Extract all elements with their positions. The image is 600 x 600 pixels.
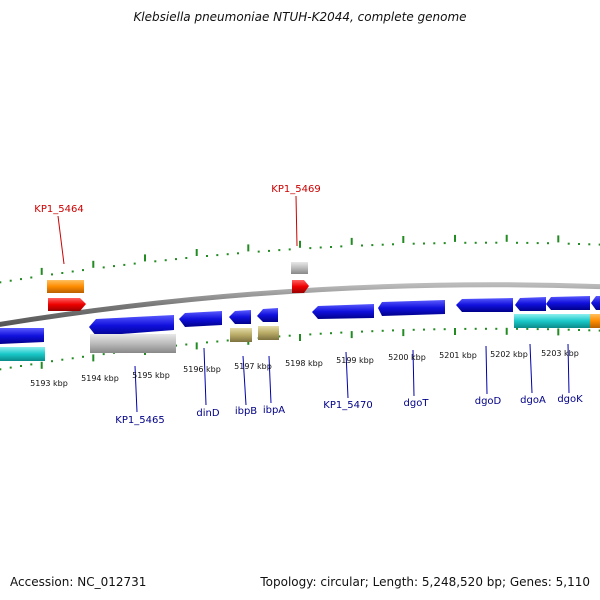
gene-ibpA [257,308,278,322]
kbp-label: 5194 kbp [81,374,119,383]
label-ibpA: ibpA [263,405,285,416]
kbp-label: 5199 kbp [336,356,374,365]
orange-feature-kp1-5464 [47,280,84,293]
gene-dgoK [546,296,590,310]
label-dgoT: dgoT [404,398,430,409]
pseudo-gene-kp1-5465 [90,334,176,353]
gene-ibpB [229,310,251,324]
gene-dgoT [378,300,445,316]
accession-label: Accession: NC_012731 [10,575,147,589]
gene-dgoA [515,297,546,311]
orange-feature-right [590,314,600,328]
rna-gene-kp1-5469 [292,280,309,293]
gene-right-edge [591,296,600,310]
red-label-leaders [57,195,298,265]
label-dgoD: dgoD [475,396,502,407]
label-kp1-5469: KP1_5469 [271,184,320,195]
kbp-axis-labels: 5193 kbp 5194 kbp 5195 kbp 5196 kbp 5197… [30,349,579,388]
khaki-feature-ibpB [230,328,252,342]
label-ibpB: ibpB [235,406,257,417]
kbp-label: 5203 kbp [541,349,579,358]
kbp-label: 5201 kbp [439,351,477,360]
gene-kp1-5465 [89,315,174,336]
khaki-feature-ibpA [258,326,279,340]
genome-summary: Topology: circular; Length: 5,248,520 bp… [260,575,590,589]
kbp-label: 5197 kbp [234,362,272,371]
outer-tick-arc [0,234,600,284]
label-dgoA: dgoA [520,395,546,406]
kbp-label: 5196 kbp [183,365,221,374]
gene-left-edge [0,328,44,344]
kbp-label: 5202 kbp [490,350,528,359]
rna-gene-kp1-5464 [48,298,86,311]
gene-dinD [179,311,222,327]
kbp-label: 5195 kbp [132,371,170,380]
gene-dgoD [456,298,513,312]
label-kp1-5464: KP1_5464 [34,204,83,215]
cyan-feature-right [514,314,590,328]
label-kp1-5465: KP1_5465 [115,415,164,426]
kbp-label: 5200 kbp [388,353,426,362]
pseudo-gene-kp1-5469 [291,262,308,274]
cyan-feature-left [0,347,45,361]
page-title: Klebsiella pneumoniae NTUH-K2044, comple… [133,10,467,24]
kbp-label: 5193 kbp [30,379,68,388]
label-dgoK: dgoK [557,394,583,405]
label-kp1-5470: KP1_5470 [323,400,372,411]
kbp-label: 5198 kbp [285,359,323,368]
gene-kp1-5470 [312,304,374,319]
label-dinD: dinD [196,408,219,419]
label-leaders [134,343,570,413]
